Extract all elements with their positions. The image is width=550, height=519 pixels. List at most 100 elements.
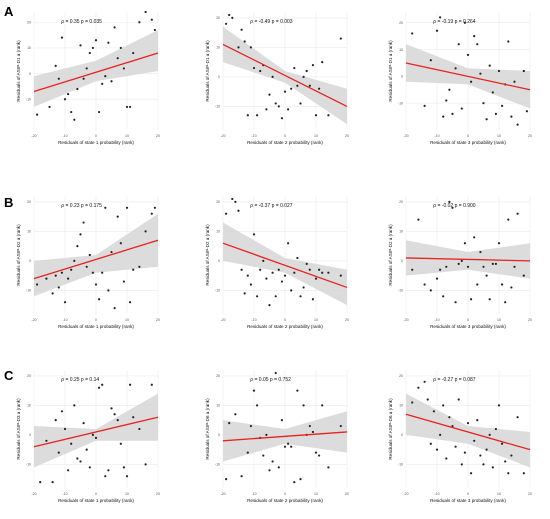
data-point bbox=[125, 105, 129, 109]
regression-line bbox=[33, 52, 159, 93]
data-point bbox=[293, 271, 296, 274]
data-point bbox=[36, 283, 39, 286]
data-point bbox=[94, 436, 98, 439]
scatter-panel: -20 -10 0 10 20 -10 0 10 20 ρ = -0.49 p = 0.003 Re… bbox=[205, 12, 349, 145]
data-point bbox=[513, 265, 516, 268]
correlation-annotation: ρ = 0.35 p = 0.035 bbox=[61, 19, 102, 25]
data-point bbox=[299, 102, 302, 105]
y-axis-label: Residuals of ASIP-D2 a (rank) bbox=[205, 224, 210, 286]
data-point bbox=[491, 91, 494, 94]
x-tick-label: 20 bbox=[156, 318, 160, 322]
x-tick-label: -20 bbox=[403, 134, 408, 138]
y-tick-label: -10 bbox=[215, 105, 220, 109]
confidence-band bbox=[34, 393, 158, 468]
data-point bbox=[308, 84, 311, 87]
y-tick-label: 10 bbox=[399, 48, 403, 52]
x-tick-label: -10 bbox=[251, 318, 256, 322]
x-tick-label: -10 bbox=[62, 318, 67, 322]
data-point bbox=[327, 271, 330, 274]
y-axis-label: Residuals of ASIP-D2 a (rank) bbox=[388, 224, 393, 286]
data-point bbox=[45, 439, 48, 442]
data-point bbox=[237, 46, 240, 49]
data-point bbox=[144, 10, 147, 14]
data-point bbox=[311, 64, 314, 67]
data-point bbox=[88, 253, 91, 257]
data-point bbox=[57, 451, 60, 454]
x-tick-label: 20 bbox=[156, 492, 160, 496]
x-tick-label: 10 bbox=[497, 318, 501, 322]
data-point bbox=[501, 442, 504, 445]
data-point bbox=[249, 283, 252, 286]
x-tick-label: 0 bbox=[467, 134, 469, 138]
x-tick-label: 10 bbox=[314, 318, 318, 322]
data-point bbox=[274, 102, 277, 105]
data-point bbox=[122, 67, 125, 70]
data-point bbox=[302, 404, 305, 407]
data-point bbox=[318, 268, 321, 271]
data-point bbox=[466, 53, 470, 57]
data-point bbox=[262, 454, 265, 457]
data-point bbox=[234, 413, 237, 416]
y-tick-label: 20 bbox=[216, 200, 220, 204]
data-point bbox=[98, 386, 101, 389]
data-point bbox=[305, 262, 308, 265]
regression-line bbox=[222, 431, 348, 442]
data-point bbox=[504, 301, 507, 304]
data-point bbox=[293, 481, 296, 484]
data-point bbox=[321, 404, 324, 407]
data-point bbox=[318, 454, 321, 457]
x-tick-label: 20 bbox=[528, 318, 532, 322]
data-point bbox=[76, 457, 79, 460]
data-point bbox=[234, 200, 237, 203]
x-axis-label: Residuals of state 1 probability (rank) bbox=[58, 324, 134, 329]
correlation-annotation: ρ = -0.27 p = 0.087 bbox=[433, 377, 476, 383]
x-tick-label: -20 bbox=[220, 318, 225, 322]
data-point bbox=[287, 108, 290, 111]
data-point bbox=[98, 110, 101, 114]
data-point bbox=[113, 307, 116, 310]
data-point bbox=[91, 46, 94, 50]
data-point bbox=[70, 442, 73, 445]
data-point bbox=[482, 102, 485, 105]
data-point bbox=[411, 268, 414, 271]
scatter-panel: -20 -10 0 10 20 -10 0 10 20 ρ = 0.25 p = 0.14 Resi… bbox=[16, 370, 160, 503]
x-tick-label: 20 bbox=[345, 318, 349, 322]
data-point bbox=[91, 433, 94, 436]
data-point bbox=[417, 218, 420, 221]
data-point bbox=[299, 295, 302, 298]
data-point bbox=[485, 448, 488, 451]
data-point bbox=[243, 40, 246, 43]
y-tick-label: -10 bbox=[398, 289, 403, 293]
data-point bbox=[290, 289, 293, 292]
x-tick-label: 20 bbox=[528, 492, 532, 496]
data-point bbox=[240, 268, 243, 271]
data-point bbox=[150, 18, 153, 21]
data-point bbox=[271, 460, 274, 463]
data-point bbox=[85, 265, 88, 268]
data-point bbox=[262, 259, 265, 262]
scatter-panel: -20 -10 0 10 20 -10 0 10 20 ρ = -0.27 p = 0.087 Re… bbox=[388, 370, 532, 503]
data-point bbox=[76, 87, 79, 91]
y-tick-label: -10 bbox=[398, 101, 403, 105]
y-tick-label: 10 bbox=[399, 230, 403, 234]
data-point bbox=[439, 268, 442, 271]
data-point bbox=[116, 215, 119, 218]
data-point bbox=[423, 380, 426, 383]
data-point bbox=[259, 268, 262, 271]
scatter-panel: -20 -10 0 10 20 -10 0 10 20 ρ = -0.02 p = 0.900 Re… bbox=[388, 196, 532, 329]
data-point bbox=[311, 298, 314, 301]
data-point bbox=[57, 77, 60, 80]
x-tick-label: -20 bbox=[220, 492, 225, 496]
y-tick-label: 20 bbox=[399, 21, 403, 25]
y-axis-label: Residuals of ASIP-D3 a (rank) bbox=[16, 398, 21, 460]
x-tick-label: -20 bbox=[403, 492, 408, 496]
data-point bbox=[277, 268, 280, 271]
data-point bbox=[423, 104, 426, 107]
x-axis-label: Residuals of state 3 probability (rank) bbox=[430, 324, 506, 329]
row-label-a: A bbox=[4, 4, 14, 19]
scatter-panel: -20 -10 0 10 20 -10 0 10 20 ρ = -0.37 p = 0.027 Re… bbox=[205, 196, 349, 329]
y-tick-label: 20 bbox=[216, 16, 220, 20]
data-point bbox=[73, 118, 76, 121]
x-tick-label: -20 bbox=[403, 318, 408, 322]
data-point bbox=[113, 26, 116, 29]
